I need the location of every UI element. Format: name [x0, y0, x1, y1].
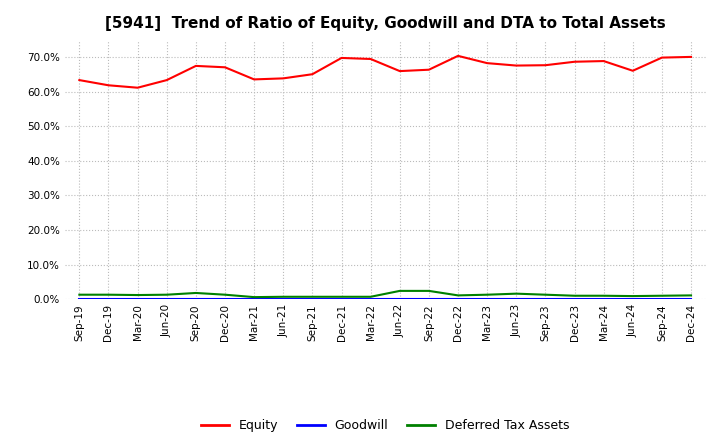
- Deferred Tax Assets: [657, 293, 666, 298]
- Equity: [629, 68, 637, 73]
- Goodwill: [308, 297, 317, 302]
- Deferred Tax Assets: [366, 294, 375, 299]
- Equity: [657, 55, 666, 60]
- Equity: [220, 65, 229, 70]
- Equity: [192, 63, 200, 69]
- Deferred Tax Assets: [308, 294, 317, 299]
- Goodwill: [629, 297, 637, 302]
- Goodwill: [192, 297, 200, 302]
- Equity: [454, 53, 462, 59]
- Deferred Tax Assets: [483, 292, 492, 297]
- Equity: [512, 63, 521, 68]
- Legend: Equity, Goodwill, Deferred Tax Assets: Equity, Goodwill, Deferred Tax Assets: [197, 414, 574, 437]
- Equity: [570, 59, 579, 64]
- Line: Deferred Tax Assets: Deferred Tax Assets: [79, 291, 691, 297]
- Deferred Tax Assets: [279, 294, 287, 299]
- Goodwill: [337, 297, 346, 302]
- Equity: [104, 83, 113, 88]
- Goodwill: [541, 297, 550, 302]
- Equity: [366, 56, 375, 62]
- Line: Equity: Equity: [79, 56, 691, 88]
- Deferred Tax Assets: [570, 293, 579, 298]
- Deferred Tax Assets: [395, 288, 404, 293]
- Goodwill: [395, 297, 404, 302]
- Deferred Tax Assets: [425, 288, 433, 293]
- Equity: [541, 62, 550, 68]
- Deferred Tax Assets: [629, 293, 637, 299]
- Deferred Tax Assets: [599, 293, 608, 298]
- Deferred Tax Assets: [133, 293, 142, 298]
- Deferred Tax Assets: [104, 292, 113, 297]
- Goodwill: [366, 297, 375, 302]
- Goodwill: [599, 297, 608, 302]
- Deferred Tax Assets: [250, 294, 258, 300]
- Goodwill: [454, 297, 462, 302]
- Deferred Tax Assets: [163, 292, 171, 297]
- Goodwill: [570, 297, 579, 302]
- Equity: [133, 85, 142, 90]
- Deferred Tax Assets: [337, 294, 346, 299]
- Goodwill: [425, 297, 433, 302]
- Goodwill: [483, 297, 492, 302]
- Goodwill: [279, 297, 287, 302]
- Equity: [250, 77, 258, 82]
- Goodwill: [657, 297, 666, 302]
- Equity: [337, 55, 346, 61]
- Deferred Tax Assets: [75, 292, 84, 297]
- Equity: [395, 69, 404, 74]
- Equity: [687, 54, 696, 59]
- Deferred Tax Assets: [454, 293, 462, 298]
- Deferred Tax Assets: [220, 292, 229, 297]
- Goodwill: [104, 297, 113, 302]
- Goodwill: [512, 297, 521, 302]
- Goodwill: [220, 297, 229, 302]
- Equity: [425, 67, 433, 72]
- Goodwill: [163, 297, 171, 302]
- Deferred Tax Assets: [192, 290, 200, 296]
- Goodwill: [75, 297, 84, 302]
- Title: [5941]  Trend of Ratio of Equity, Goodwill and DTA to Total Assets: [5941] Trend of Ratio of Equity, Goodwil…: [105, 16, 665, 32]
- Deferred Tax Assets: [687, 293, 696, 298]
- Equity: [75, 77, 84, 83]
- Deferred Tax Assets: [512, 291, 521, 296]
- Equity: [163, 77, 171, 83]
- Equity: [483, 60, 492, 66]
- Goodwill: [250, 297, 258, 302]
- Goodwill: [133, 297, 142, 302]
- Equity: [279, 76, 287, 81]
- Deferred Tax Assets: [541, 292, 550, 297]
- Equity: [599, 59, 608, 64]
- Equity: [308, 72, 317, 77]
- Goodwill: [687, 297, 696, 302]
